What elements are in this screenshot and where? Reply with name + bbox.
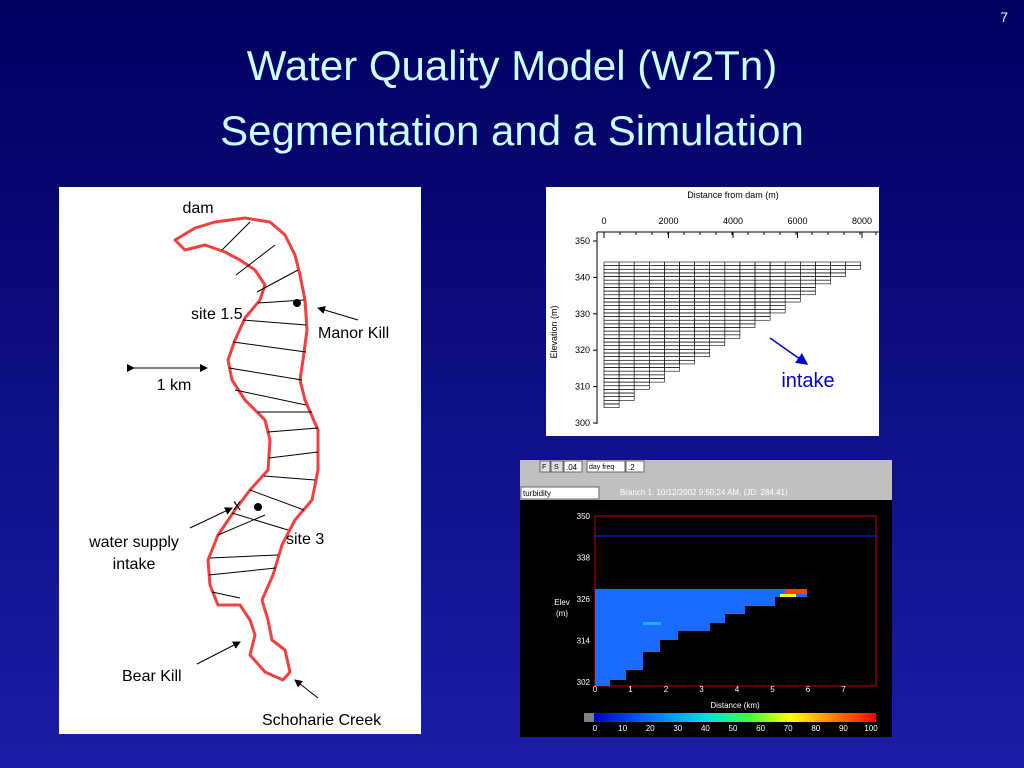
cell [769, 309, 786, 314]
label: day freq [589, 464, 614, 471]
x-tick-label: 4000 [723, 216, 743, 226]
button-label: S [554, 464, 559, 471]
x-tick-label: 0 [593, 685, 598, 694]
map-panel: dam site 1.5 Manor Kill 1 km x water sup… [59, 187, 421, 734]
label: 1 km [157, 377, 192, 394]
y-tick-label: 314 [577, 637, 591, 646]
cell [724, 334, 741, 339]
label: water supply [88, 534, 179, 551]
x-tick-label: 1 [628, 685, 633, 694]
x-tick-label: 6000 [787, 216, 807, 226]
input[interactable] [563, 460, 583, 473]
label: site 3 [286, 531, 324, 548]
button-label: F [542, 464, 546, 471]
cell [754, 316, 771, 321]
title: Water Quality Model (W2Tn) [247, 42, 778, 89]
axis-label: Elev [554, 598, 570, 607]
y-tick-label: 310 [575, 382, 590, 392]
cell [709, 341, 726, 347]
dropdown-value: turbidity [523, 489, 551, 498]
title: Segmentation and a Simulation [220, 107, 804, 154]
cell [845, 265, 861, 270]
y-tick-label: 338 [577, 554, 591, 563]
y-tick-label: 350 [575, 236, 590, 246]
cell [664, 367, 680, 372]
colorbar-label: 100 [864, 724, 878, 733]
colorbar-label: 40 [701, 724, 710, 733]
label: dam [182, 200, 213, 217]
y-tick-label: 302 [577, 678, 591, 687]
axis-label: (m) [556, 609, 568, 618]
label: intake [113, 556, 156, 573]
axis-label: Elevation (m) [549, 305, 559, 358]
x-tick-label: 5 [770, 685, 775, 694]
slide-number: 7 [1000, 9, 1008, 25]
x-tick-label: 6 [806, 685, 811, 694]
colorbar-label: 60 [756, 724, 765, 733]
cell [679, 359, 695, 365]
x-tick-label: 2 [664, 685, 669, 694]
input[interactable] [625, 460, 645, 473]
cell [830, 272, 846, 277]
label: site 1.5 [191, 306, 243, 323]
y-tick-label: 320 [575, 345, 590, 355]
colorbar-label: 10 [618, 724, 627, 733]
cell [815, 279, 831, 285]
cell [694, 352, 710, 357]
button[interactable] [539, 460, 551, 473]
dropdown[interactable] [520, 486, 600, 500]
axis-label: Distance from dam (m) [687, 190, 779, 200]
label: x [233, 497, 241, 514]
simulation-panel: F S .04 day freq .2 turbidity Branch 1: … [520, 460, 892, 737]
colorbar-label: 80 [811, 724, 820, 733]
label: Bear Kill [122, 668, 182, 685]
header: Branch 1: 10/12/2002 9:50:24 AM, (JD: 28… [620, 488, 788, 497]
y-tick-label: 300 [575, 418, 590, 428]
label: Schoharie Creek [262, 712, 382, 729]
x-tick-label: 2000 [658, 216, 678, 226]
cell [633, 385, 650, 390]
colorbar-label: 90 [839, 724, 848, 733]
grid-panel: Distance from dam (m) Elevation (m) inta… [546, 187, 879, 436]
cell [603, 403, 620, 408]
colorbar-label: 70 [784, 724, 793, 733]
cell [739, 323, 756, 328]
x-tick-label: 0 [601, 216, 606, 226]
y-tick-label: 330 [575, 309, 590, 319]
colorbar-label: 0 [593, 724, 598, 733]
input[interactable] [586, 460, 626, 473]
cell [784, 298, 801, 303]
x-tick-label: 3 [699, 685, 704, 694]
y-tick-label: 350 [577, 512, 591, 521]
annotation: intake [781, 370, 834, 392]
colorbar-label: 20 [646, 724, 655, 733]
y-tick-label: 326 [577, 595, 591, 604]
x-tick-label: 7 [841, 685, 846, 694]
colorbar [594, 713, 876, 722]
button[interactable] [550, 460, 564, 473]
cell [799, 290, 816, 296]
input-value: .04 [566, 463, 578, 472]
cell [618, 396, 635, 401]
cell [648, 378, 665, 383]
x-tick-label: 8000 [852, 216, 872, 226]
label: Manor Kill [318, 325, 389, 342]
input-value: .2 [628, 463, 635, 472]
y-tick-label: 340 [575, 272, 590, 282]
colorbar-label: 30 [673, 724, 682, 733]
x-tick-label: 4 [735, 685, 740, 694]
colorbar-label: 50 [729, 724, 738, 733]
axis-label: Distance (km) [710, 701, 760, 710]
